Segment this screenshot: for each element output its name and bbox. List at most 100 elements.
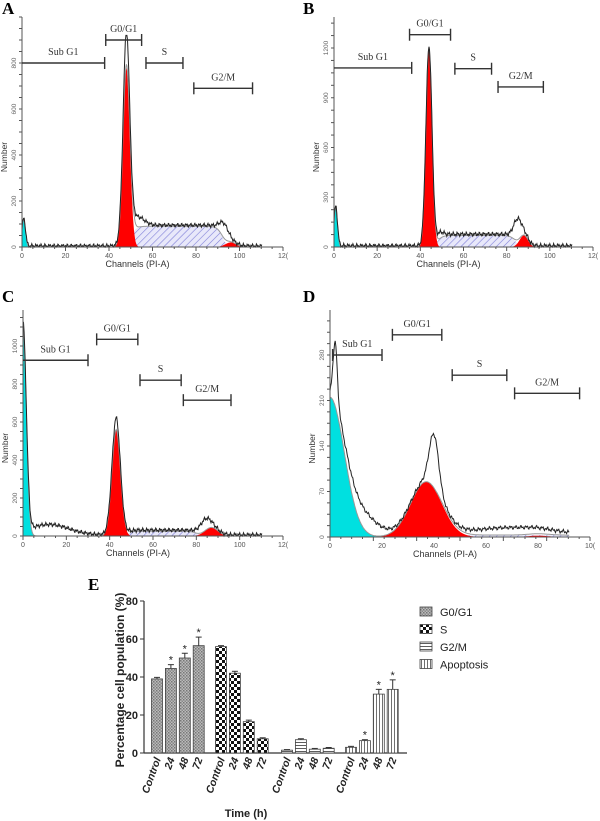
g2-m-area xyxy=(334,235,572,247)
gate-marker: S xyxy=(145,47,184,69)
gate-label: G0/G1 xyxy=(104,323,131,334)
bar xyxy=(164,668,177,754)
category-label: 72 xyxy=(384,756,399,771)
legend-label: S xyxy=(440,625,447,637)
x-axis-label: Channels (PI-A) xyxy=(105,259,169,269)
y-tick-label: 40 xyxy=(126,672,138,684)
x-axis-label: Channels (PI-A) xyxy=(416,259,480,269)
legend-swatch xyxy=(419,641,433,652)
category-label: 72 xyxy=(320,756,335,771)
bar xyxy=(358,740,371,754)
gate-marker: S xyxy=(451,359,508,382)
category-label: 48 xyxy=(370,756,386,772)
bar xyxy=(151,678,163,754)
gate-label: G2/M xyxy=(195,384,219,395)
histogram-panel-d: D 0 20 40 60 80 10(0 70 140 210 280 Channels (PI-A)… xyxy=(303,287,596,559)
y-axis-label: Percentage cell population (%) xyxy=(113,593,127,768)
gate-marker: G0/G1 xyxy=(105,24,143,46)
x-tick-label: 0 xyxy=(20,253,24,260)
panel-label: D xyxy=(303,287,315,306)
legend-swatch xyxy=(419,624,433,634)
gate-label: S xyxy=(470,53,476,64)
bar xyxy=(308,748,321,754)
gate-marker: Sub G1 xyxy=(334,52,413,74)
legend-label: G2/M xyxy=(440,642,467,654)
x-tick-label: 12( xyxy=(278,253,289,260)
bar xyxy=(256,738,269,754)
significance-star: * xyxy=(391,670,396,682)
histogram-panel-c: C 0 20 40 60 80 100 12(0 200 400 600 800 1000 Channel… xyxy=(0,287,289,558)
bar-g2-m-72: 72 xyxy=(320,746,336,771)
gate-marker: G0/G1 xyxy=(95,323,139,346)
x-tick-label: 60 xyxy=(482,543,490,550)
y-axis-label: Number xyxy=(0,433,10,463)
bar-apoptosis-48: * 48 xyxy=(370,679,386,772)
gate-marker: G0/G1 xyxy=(408,19,452,41)
gate-label: Sub G1 xyxy=(358,52,388,63)
gate-label: S xyxy=(477,359,483,370)
gate-label: Sub G1 xyxy=(40,344,70,355)
category-label: 24 xyxy=(162,756,178,772)
bar xyxy=(372,693,385,754)
category-label: 24 xyxy=(226,756,242,772)
gate-marker: G2/M xyxy=(497,71,545,93)
raw-histogram-line xyxy=(22,321,263,538)
bar xyxy=(228,672,241,754)
category-label: 24 xyxy=(292,756,308,772)
significance-star: * xyxy=(363,730,368,742)
bar xyxy=(386,688,399,754)
bar xyxy=(294,739,307,754)
x-tick-label: 20 xyxy=(378,543,386,550)
y-tick-label: 70 xyxy=(319,488,326,496)
bar xyxy=(242,721,255,754)
legend-item: G2/M xyxy=(419,641,467,654)
s-phase-area xyxy=(22,226,262,247)
category-label: 48 xyxy=(176,756,192,772)
category-label: 48 xyxy=(240,756,256,772)
g0-g1-area xyxy=(330,481,570,537)
gate-label: G2/M xyxy=(509,71,533,82)
y-tick-label: 400 xyxy=(12,454,19,465)
bar-g2-m-24: 24 xyxy=(292,738,308,772)
bar-s-control: Control xyxy=(204,645,228,795)
x-tick-label: 0 xyxy=(328,543,332,550)
y-tick-label: 600 xyxy=(323,142,330,153)
raw-histogram-line xyxy=(21,34,263,249)
legend-item: S xyxy=(419,624,447,637)
y-axis-label: Number xyxy=(0,142,9,172)
bar-s-72: 72 xyxy=(254,737,270,771)
category-label: Control xyxy=(270,755,294,795)
category-label: Control xyxy=(140,755,164,795)
y-tick-label: 20 xyxy=(126,710,138,722)
x-tick-label: 40 xyxy=(105,253,113,260)
bar-g0-g1-48: * 48 xyxy=(176,643,192,772)
y-tick-label: 1000 xyxy=(12,338,19,353)
fit-curve xyxy=(329,396,570,537)
x-axis-label: Time (h) xyxy=(225,808,268,820)
x-tick-label: 80 xyxy=(534,543,542,550)
bar xyxy=(215,646,227,754)
s-phase-area xyxy=(23,531,262,536)
y-tick-label: 300 xyxy=(323,191,330,202)
category-label: 48 xyxy=(306,756,322,772)
bar-apoptosis-72: * 72 xyxy=(384,670,399,771)
legend-label: G0/G1 xyxy=(440,607,472,619)
raw-histogram-line xyxy=(329,340,570,535)
x-tick-label: 20 xyxy=(373,253,381,260)
bar xyxy=(345,746,357,754)
s-phase-area xyxy=(334,235,572,247)
legend: G0/G1 S G2/M Apoptosis xyxy=(419,606,489,672)
y-tick-label: 0 xyxy=(319,535,326,539)
significance-star: * xyxy=(169,655,174,667)
bar xyxy=(192,645,205,754)
gate-label: Sub G1 xyxy=(48,47,78,58)
legend-swatch xyxy=(419,606,433,617)
gate-label: G0/G1 xyxy=(110,24,137,35)
bar-s-48: 48 xyxy=(240,719,256,772)
x-tick-label: 20 xyxy=(62,253,70,260)
bar xyxy=(322,747,335,754)
x-tick-label: 100 xyxy=(234,542,246,549)
legend-label: Apoptosis xyxy=(440,660,489,672)
